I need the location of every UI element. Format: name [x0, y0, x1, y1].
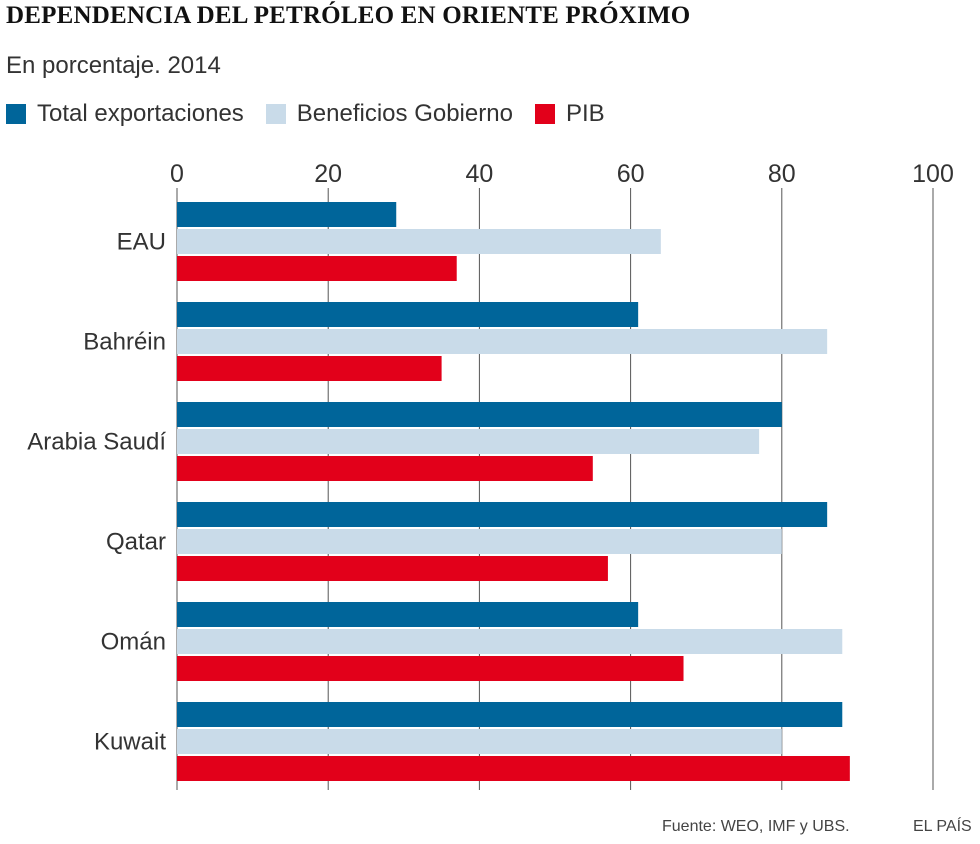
- category-label-bahrein: Bahréin: [83, 329, 166, 356]
- category-label-qatar: Qatar: [106, 529, 166, 556]
- legend-swatch-government: [265, 104, 286, 124]
- bar-bahrein-series-2: [177, 356, 442, 381]
- category-label-arabia-saudi: Arabia Saudí: [27, 429, 166, 456]
- x-tick-label-60: 60: [617, 160, 645, 188]
- x-tick-label-20: 20: [314, 160, 342, 188]
- legend-item-gdp: PIB: [534, 100, 605, 128]
- legend: Total exportaciones Beneficios Gobierno …: [6, 100, 627, 128]
- bar-qatar-series-2: [177, 556, 608, 581]
- brand-label: EL PAÍS: [913, 818, 972, 835]
- bar-eau-series-1: [177, 229, 661, 254]
- bar-eau-series-2: [177, 256, 457, 281]
- x-tick-label-40: 40: [465, 160, 493, 188]
- legend-item-government: Beneficios Gobierno: [265, 100, 513, 128]
- bar-oman-series-0: [177, 602, 639, 627]
- chart-subtitle: En porcentaje. 2014: [6, 52, 221, 79]
- legend-item-exports: Total exportaciones: [6, 100, 244, 128]
- legend-label-government: Beneficios Gobierno: [296, 100, 513, 127]
- bar-qatar-series-0: [177, 502, 828, 527]
- x-tick-label-100: 100: [912, 160, 954, 188]
- bar-qatar-series-1: [177, 529, 782, 554]
- bar-arabia-saudi-series-2: [177, 456, 593, 481]
- bar-eau-series-0: [177, 202, 397, 227]
- x-tick-label-80: 80: [768, 160, 796, 188]
- category-label-kuwait: Kuwait: [94, 729, 166, 756]
- bar-kuwait-series-2: [177, 756, 850, 781]
- legend-label-gdp: PIB: [565, 100, 605, 127]
- source-note: Fuente: WEO, IMF y UBS.: [662, 818, 850, 835]
- bar-bahrein-series-1: [177, 329, 828, 354]
- bar-kuwait-series-1: [177, 729, 782, 754]
- legend-swatch-exports: [6, 104, 26, 124]
- chart-title: DEPENDENCIA DEL PETRÓLEO EN ORIENTE PRÓX…: [6, 2, 691, 29]
- bar-arabia-saudi-series-1: [177, 429, 760, 454]
- bar-bahrein-series-0: [177, 302, 639, 327]
- legend-label-exports: Total exportaciones: [37, 100, 244, 127]
- category-label-oman: Omán: [101, 629, 166, 656]
- bar-oman-series-1: [177, 629, 843, 654]
- legend-swatch-gdp: [534, 104, 555, 124]
- bar-kuwait-series-0: [177, 702, 843, 727]
- bar-arabia-saudi-series-0: [177, 402, 782, 427]
- x-tick-label-0: 0: [170, 160, 184, 188]
- category-label-eau: EAU: [117, 229, 166, 256]
- bar-oman-series-2: [177, 656, 684, 681]
